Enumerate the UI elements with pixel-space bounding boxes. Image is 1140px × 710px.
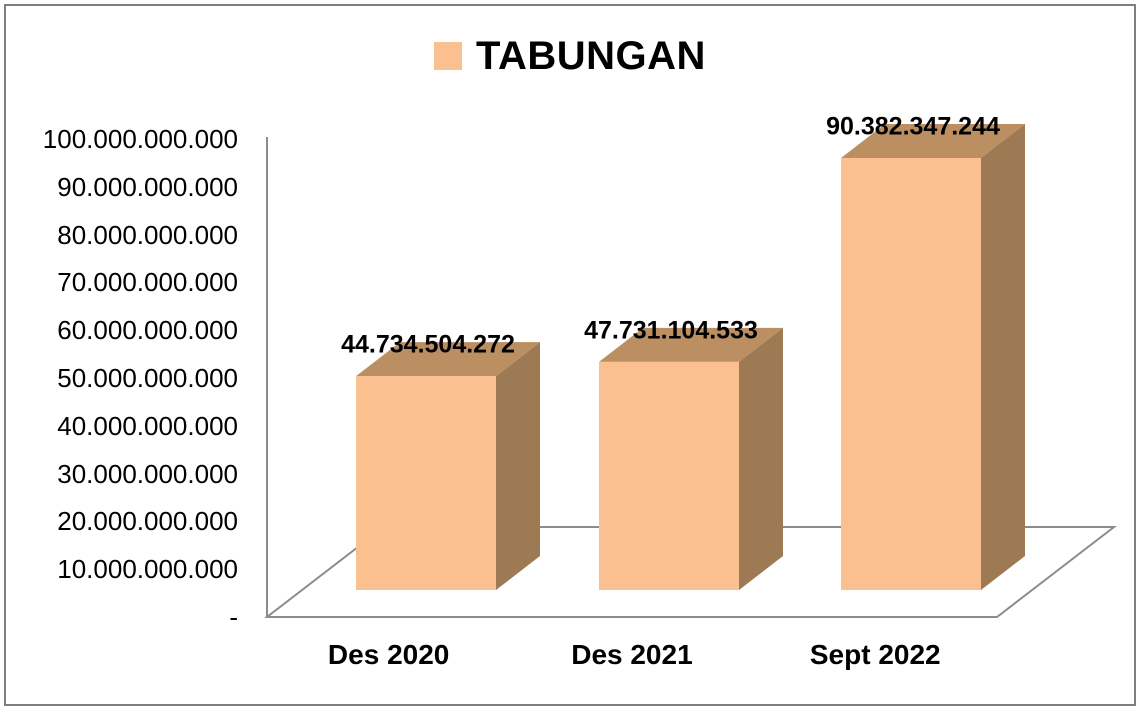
legend-swatch-icon [434,42,463,70]
y-tick-label: 10.000.000.000 [57,554,238,585]
floor-outline [264,526,1117,618]
y-tick-label: 30.000.000.000 [57,458,238,489]
legend-series-label: TABUNGAN [476,34,706,78]
x-axis-category-label: Sept 2022 [809,639,941,670]
bar-top-face [356,342,540,377]
bar-value-label: 90.382.347.244 [826,112,1000,141]
bar-front-face [841,157,981,590]
x-axis-category-label: Des 2021 [571,639,693,670]
bar-side-face [981,123,1025,590]
legend: TABUNGAN [0,36,1140,76]
bar-value-label: 44.734.504.272 [341,330,515,359]
y-tick-label: 60.000.000.000 [57,315,238,346]
bar-front-face [599,361,739,590]
y-tick-label: 90.000.000.000 [57,171,238,202]
y-tick-label: 50.000.000.000 [57,363,238,393]
bar-top-face [841,123,1025,158]
y-tick-label: - [229,602,238,632]
y-tick-label: 80.000.000.000 [57,219,238,250]
bar-side-face [739,327,783,590]
bar-front-face [356,376,496,590]
bar-side-face [496,342,540,590]
bar-top-face [599,327,783,362]
y-tick-label: 70.000.000.000 [57,267,238,298]
x-axis-category-label: Des 2020 [327,639,450,670]
y-tick-label: 100.000.000.000 [42,124,238,154]
bar-value-label: 47.731.104.533 [584,316,758,345]
y-tick-label: 40.000.000.000 [57,410,238,441]
y-tick-label: 20.000.000.000 [57,506,238,537]
